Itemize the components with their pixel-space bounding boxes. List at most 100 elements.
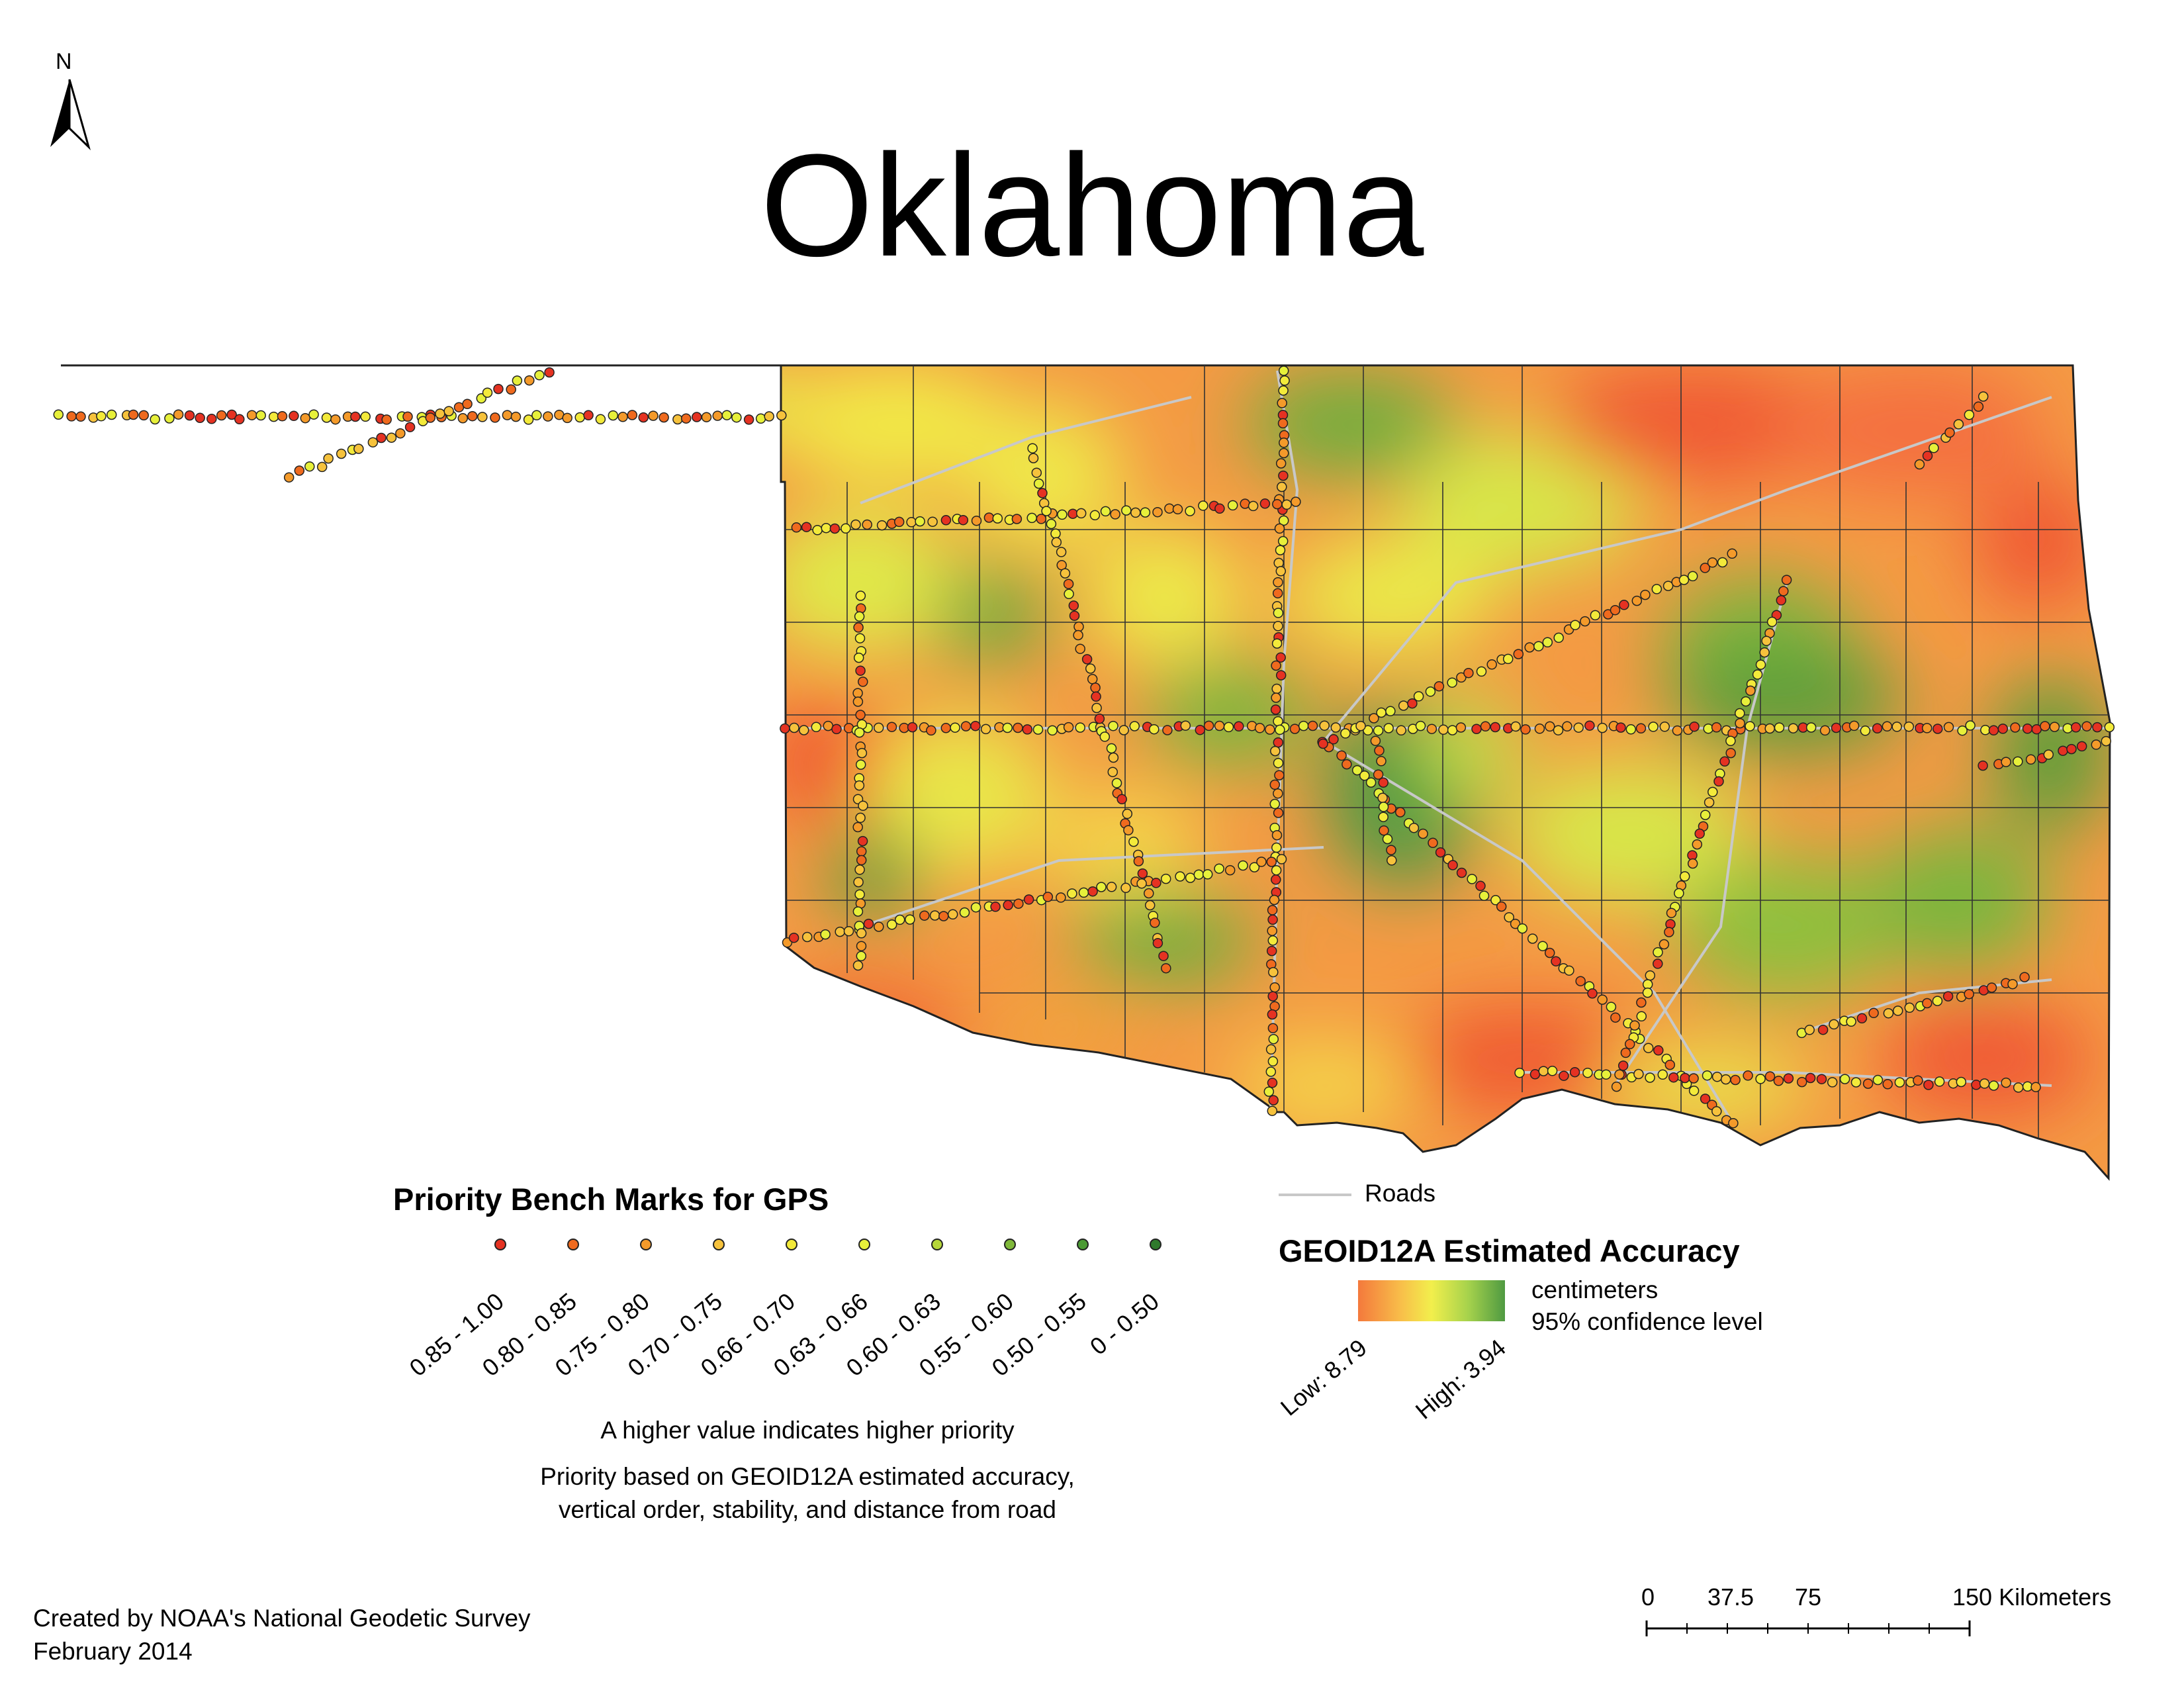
bench-mark-point [1056, 892, 1066, 903]
bench-mark-point [1273, 788, 1283, 799]
bench-mark-point [1407, 698, 1418, 709]
bench-mark-point [1942, 991, 1954, 1002]
priority-symbol [858, 1239, 870, 1250]
bench-mark-point [1340, 728, 1351, 739]
roads-legend-swatch [1279, 1194, 1351, 1196]
bench-mark-point [1418, 828, 1428, 839]
priority-symbol [1004, 1239, 1016, 1250]
bench-mark-point [1269, 779, 1281, 790]
bench-mark-point [1277, 536, 1289, 547]
bench-mark-point [1672, 725, 1683, 736]
bench-mark-point [1551, 956, 1561, 966]
bench-mark-point [543, 411, 553, 422]
bench-mark-point [1279, 438, 1289, 448]
bench-mark-point [854, 727, 865, 738]
bench-mark-point [1538, 1066, 1549, 1076]
bench-mark-point [1273, 757, 1284, 769]
bench-mark-point [1267, 1056, 1279, 1067]
bench-mark-point [1741, 696, 1751, 707]
priority-symbol [931, 1239, 943, 1250]
bench-mark-point [2066, 743, 2077, 755]
bench-mark-point [1891, 722, 1902, 732]
bench-mark-point [1894, 1077, 1905, 1088]
bench-mark-point [672, 414, 683, 425]
bench-mark-point [856, 941, 867, 951]
bench-mark-point [905, 914, 915, 925]
bench-mark-point [852, 960, 864, 971]
bench-mark-point [1198, 500, 1208, 511]
bench-mark-point [1265, 724, 1275, 735]
bench-mark-point [970, 720, 981, 731]
bench-mark-point [1385, 706, 1396, 717]
priority-symbol [713, 1239, 725, 1250]
bench-mark-point [1377, 792, 1388, 804]
bench-mark-point [788, 932, 799, 943]
bench-mark-point [1278, 515, 1289, 526]
bench-mark-point [1203, 720, 1214, 731]
bench-mark-point [1933, 724, 1943, 734]
bench-mark-point [425, 412, 436, 423]
priority-basis: Priority based on GEOID12A estimated acc… [410, 1460, 1205, 1526]
bench-mark-point [1520, 724, 1531, 735]
bench-mark-point [1152, 938, 1163, 949]
bench-mark-point [1269, 798, 1281, 810]
bench-mark-point [216, 410, 227, 421]
scale-bar [1645, 1620, 1971, 1636]
bench-mark-point [1433, 681, 1445, 692]
bench-mark-point [2001, 757, 2011, 767]
bench-mark-point [1805, 1072, 1816, 1084]
bench-mark-point [1269, 982, 1280, 993]
bench-mark-point [1365, 777, 1377, 788]
bench-mark-point [1856, 1013, 1868, 1024]
bench-mark-point [1110, 509, 1120, 520]
bench-mark-point [1268, 1095, 1279, 1105]
bench-mark-point [1266, 857, 1277, 867]
bench-mark-point [395, 428, 406, 439]
bench-mark-point [1745, 721, 1755, 731]
bench-mark-point [1679, 871, 1690, 882]
bench-mark-point [1956, 1076, 1967, 1088]
bench-mark-point [1128, 836, 1139, 847]
bench-mark-point [1067, 888, 1077, 899]
bench-mark-point [1514, 1067, 1525, 1078]
bench-mark-point [1640, 589, 1651, 600]
bench-mark-point [583, 410, 594, 421]
accuracy-ramp [1358, 1280, 1505, 1321]
bench-mark-point [1620, 1047, 1631, 1058]
bench-mark-point [1713, 776, 1724, 787]
bench-mark-point [1694, 828, 1705, 839]
bench-mark-point [1078, 887, 1089, 898]
bench-mark-point [1085, 663, 1096, 674]
bench-mark-point [1700, 810, 1711, 820]
bench-mark-point [1272, 588, 1283, 598]
bench-mark-point [1378, 777, 1388, 788]
bench-mark-point [1752, 669, 1763, 680]
bench-mark-point [1735, 708, 1745, 719]
bench-mark-point [2043, 749, 2054, 760]
bench-mark-point [712, 410, 723, 421]
bench-mark-point [970, 902, 981, 913]
bench-mark-point [1590, 610, 1601, 621]
bench-mark-point [789, 722, 799, 733]
bench-mark-point [1193, 869, 1205, 880]
bench-mark-point [376, 432, 387, 444]
bench-mark-point [1267, 1105, 1278, 1116]
bench-mark-point [1100, 506, 1111, 517]
bench-mark-point [173, 409, 184, 420]
bench-mark-point [853, 876, 864, 888]
bench-mark-point [268, 411, 279, 422]
bench-mark-point [1631, 595, 1643, 606]
bench-mark-point [1150, 917, 1160, 928]
bench-mark-point [992, 513, 1003, 524]
bench-mark-point [1149, 724, 1160, 735]
bench-mark-point [1988, 725, 1999, 736]
bench-mark-point [1934, 1076, 1945, 1087]
bench-mark-point [1291, 496, 1301, 507]
bench-mark-point [856, 846, 867, 857]
bench-mark-point [336, 448, 347, 459]
bench-mark-point [1033, 478, 1044, 489]
bench-mark-point [510, 411, 522, 422]
bench-mark-point [1068, 600, 1079, 611]
bench-mark-point [841, 523, 851, 534]
credit-line2: February 2014 [33, 1638, 193, 1665]
